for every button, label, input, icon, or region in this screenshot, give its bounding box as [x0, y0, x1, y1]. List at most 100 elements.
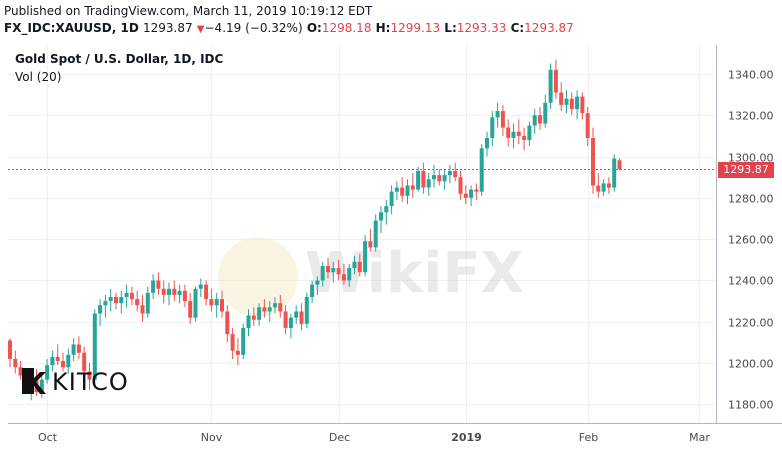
candle-body[interactable] — [161, 288, 166, 295]
candle-body[interactable] — [410, 185, 415, 190]
candle-body[interactable] — [437, 175, 442, 182]
candle-body[interactable] — [82, 352, 87, 372]
candle-body[interactable] — [172, 288, 177, 295]
candle-body[interactable] — [241, 327, 246, 355]
candle-body[interactable] — [299, 311, 304, 324]
candle-body[interactable] — [39, 379, 44, 393]
candle-body[interactable] — [235, 350, 240, 355]
candle-body[interactable] — [267, 307, 272, 312]
candle-body[interactable] — [294, 311, 299, 318]
series-legend-title[interactable]: Gold Spot / U.S. Dollar, 1D, IDC — [15, 52, 224, 66]
candle-body[interactable] — [522, 135, 527, 141]
candle-body[interactable] — [421, 171, 426, 188]
candle-body[interactable] — [182, 290, 187, 302]
candle-body[interactable] — [389, 191, 394, 207]
candle-body[interactable] — [500, 111, 505, 128]
candle-body[interactable] — [495, 111, 500, 118]
candle-body[interactable] — [246, 315, 251, 328]
candle-body[interactable] — [204, 284, 209, 300]
candle-body[interactable] — [251, 315, 256, 320]
candle-body[interactable] — [538, 115, 542, 124]
candle-body[interactable] — [564, 98, 569, 105]
candle-body[interactable] — [129, 292, 134, 300]
candle-body[interactable] — [416, 171, 421, 190]
candle-body[interactable] — [612, 158, 617, 188]
candle-body[interactable] — [288, 317, 293, 328]
candle-body[interactable] — [188, 301, 193, 318]
candle-body[interactable] — [124, 292, 129, 297]
candle-body[interactable] — [585, 113, 590, 138]
candle-body[interactable] — [453, 171, 458, 178]
candle-body[interactable] — [304, 297, 309, 324]
candle-body[interactable] — [140, 305, 145, 314]
candle-body[interactable] — [103, 301, 108, 306]
candle-body[interactable] — [400, 187, 405, 196]
candle-body[interactable] — [198, 284, 203, 289]
candle-body[interactable] — [405, 185, 410, 196]
candle-body[interactable] — [283, 311, 288, 328]
candle-body[interactable] — [511, 131, 516, 138]
candle-body[interactable] — [363, 241, 368, 273]
candle-body[interactable] — [108, 297, 113, 302]
candle-body[interactable] — [331, 268, 336, 273]
candle-body[interactable] — [225, 311, 230, 335]
candle-body[interactable] — [527, 125, 532, 141]
candle-body[interactable] — [310, 284, 315, 297]
candle-body[interactable] — [580, 96, 585, 114]
candle-body[interactable] — [13, 358, 18, 368]
candle-body[interactable] — [394, 187, 399, 192]
candle-body[interactable] — [257, 307, 262, 320]
candle-body[interactable] — [66, 354, 71, 368]
candle-body[interactable] — [98, 305, 103, 314]
candle-body[interactable] — [442, 175, 447, 182]
price-axis[interactable]: 1180.00 1200.00 1220.00 1240.00 1260.00 1280.… — [728, 69, 774, 412]
candle-body[interactable] — [559, 92, 564, 105]
candle-body[interactable] — [432, 175, 436, 180]
candle-body[interactable] — [458, 177, 463, 194]
candle-body[interactable] — [469, 189, 474, 198]
candle-body[interactable] — [273, 303, 277, 308]
candle-body[interactable] — [156, 280, 161, 289]
candle-body[interactable] — [596, 185, 601, 192]
candle-body[interactable] — [606, 183, 611, 188]
candle-body[interactable] — [463, 193, 468, 198]
candle-body[interactable] — [315, 280, 320, 285]
candle-body[interactable] — [575, 96, 580, 110]
candle-body[interactable] — [485, 137, 489, 149]
candle-body[interactable] — [553, 69, 558, 93]
candle-body[interactable] — [151, 280, 156, 293]
candle-body[interactable] — [352, 261, 357, 269]
candle-body[interactable] — [326, 266, 330, 273]
candle-body[interactable] — [71, 344, 76, 355]
candle-body[interactable] — [532, 115, 537, 126]
candle-body[interactable] — [490, 117, 495, 138]
candle-body[interactable] — [320, 266, 325, 281]
candle-body[interactable] — [135, 299, 140, 306]
candle-body[interactable] — [426, 179, 431, 188]
candle-body[interactable] — [569, 98, 574, 110]
candle-body[interactable] — [548, 69, 553, 103]
candle-body[interactable] — [373, 220, 378, 248]
candle-body[interactable] — [506, 127, 511, 138]
candle-body[interactable] — [591, 137, 595, 186]
candle-body[interactable] — [167, 288, 171, 295]
candle-body[interactable] — [119, 297, 124, 304]
candle-body[interactable] — [368, 241, 373, 248]
candle-body[interactable] — [516, 131, 521, 136]
candle-body[interactable] — [220, 299, 224, 312]
candle-body[interactable] — [214, 299, 219, 306]
candle-body[interactable] — [601, 183, 606, 192]
candle-body[interactable] — [379, 212, 383, 221]
candle-body[interactable] — [357, 261, 362, 273]
candle-body[interactable] — [18, 367, 23, 376]
candle-body[interactable] — [45, 365, 50, 380]
candle-body[interactable] — [341, 274, 346, 281]
candle-body[interactable] — [87, 371, 92, 380]
volume-legend[interactable]: Vol (20) — [15, 70, 62, 84]
candle-body[interactable] — [50, 356, 55, 366]
candle-body[interactable] — [145, 292, 150, 314]
candle-body[interactable] — [76, 344, 81, 353]
candle-body[interactable] — [262, 307, 267, 312]
candle-body[interactable] — [278, 303, 283, 312]
